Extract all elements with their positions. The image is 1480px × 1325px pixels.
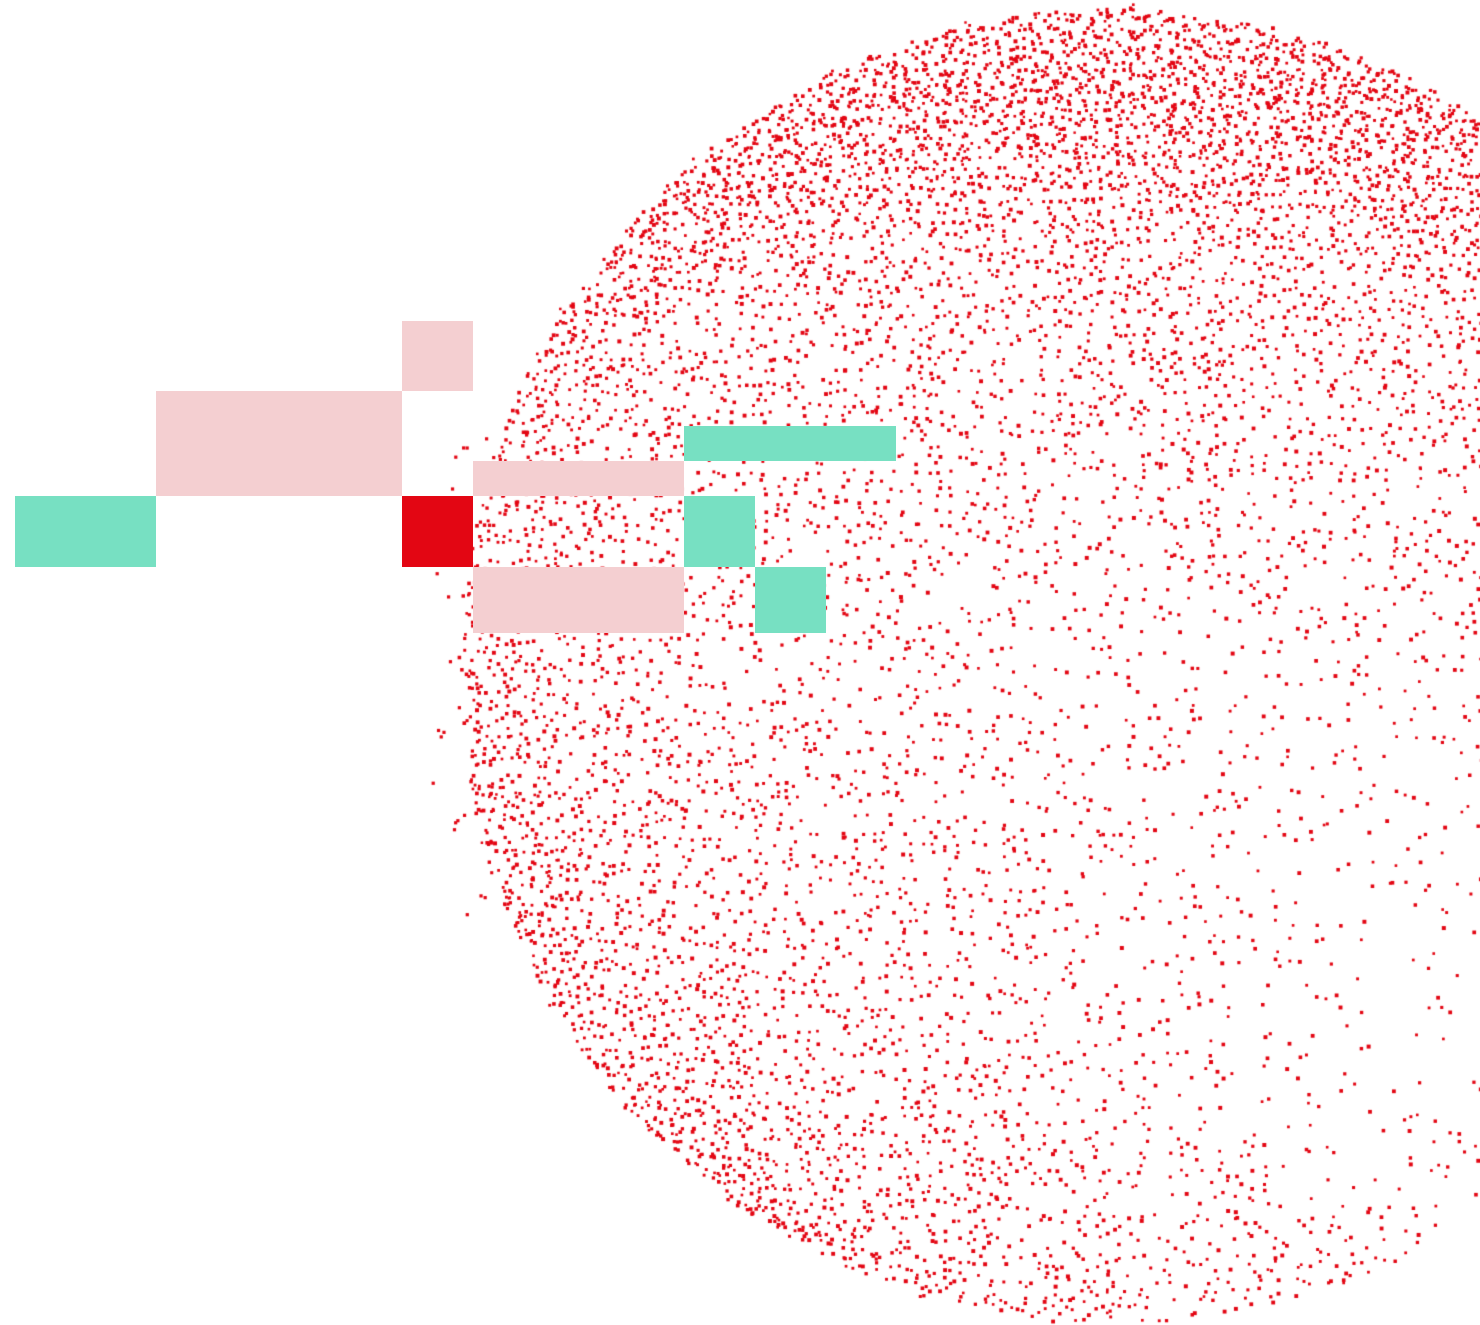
red-block (402, 496, 473, 567)
pink-block-wide-left (156, 391, 402, 496)
pink-block-top-small (402, 321, 473, 391)
mint-block-top-bar (684, 426, 896, 461)
pink-block-middle-strip (473, 461, 684, 496)
mint-block-center (684, 496, 755, 567)
mint-block-lower-right (755, 567, 826, 633)
pink-block-lower (473, 567, 684, 633)
mint-block-left (15, 496, 156, 567)
